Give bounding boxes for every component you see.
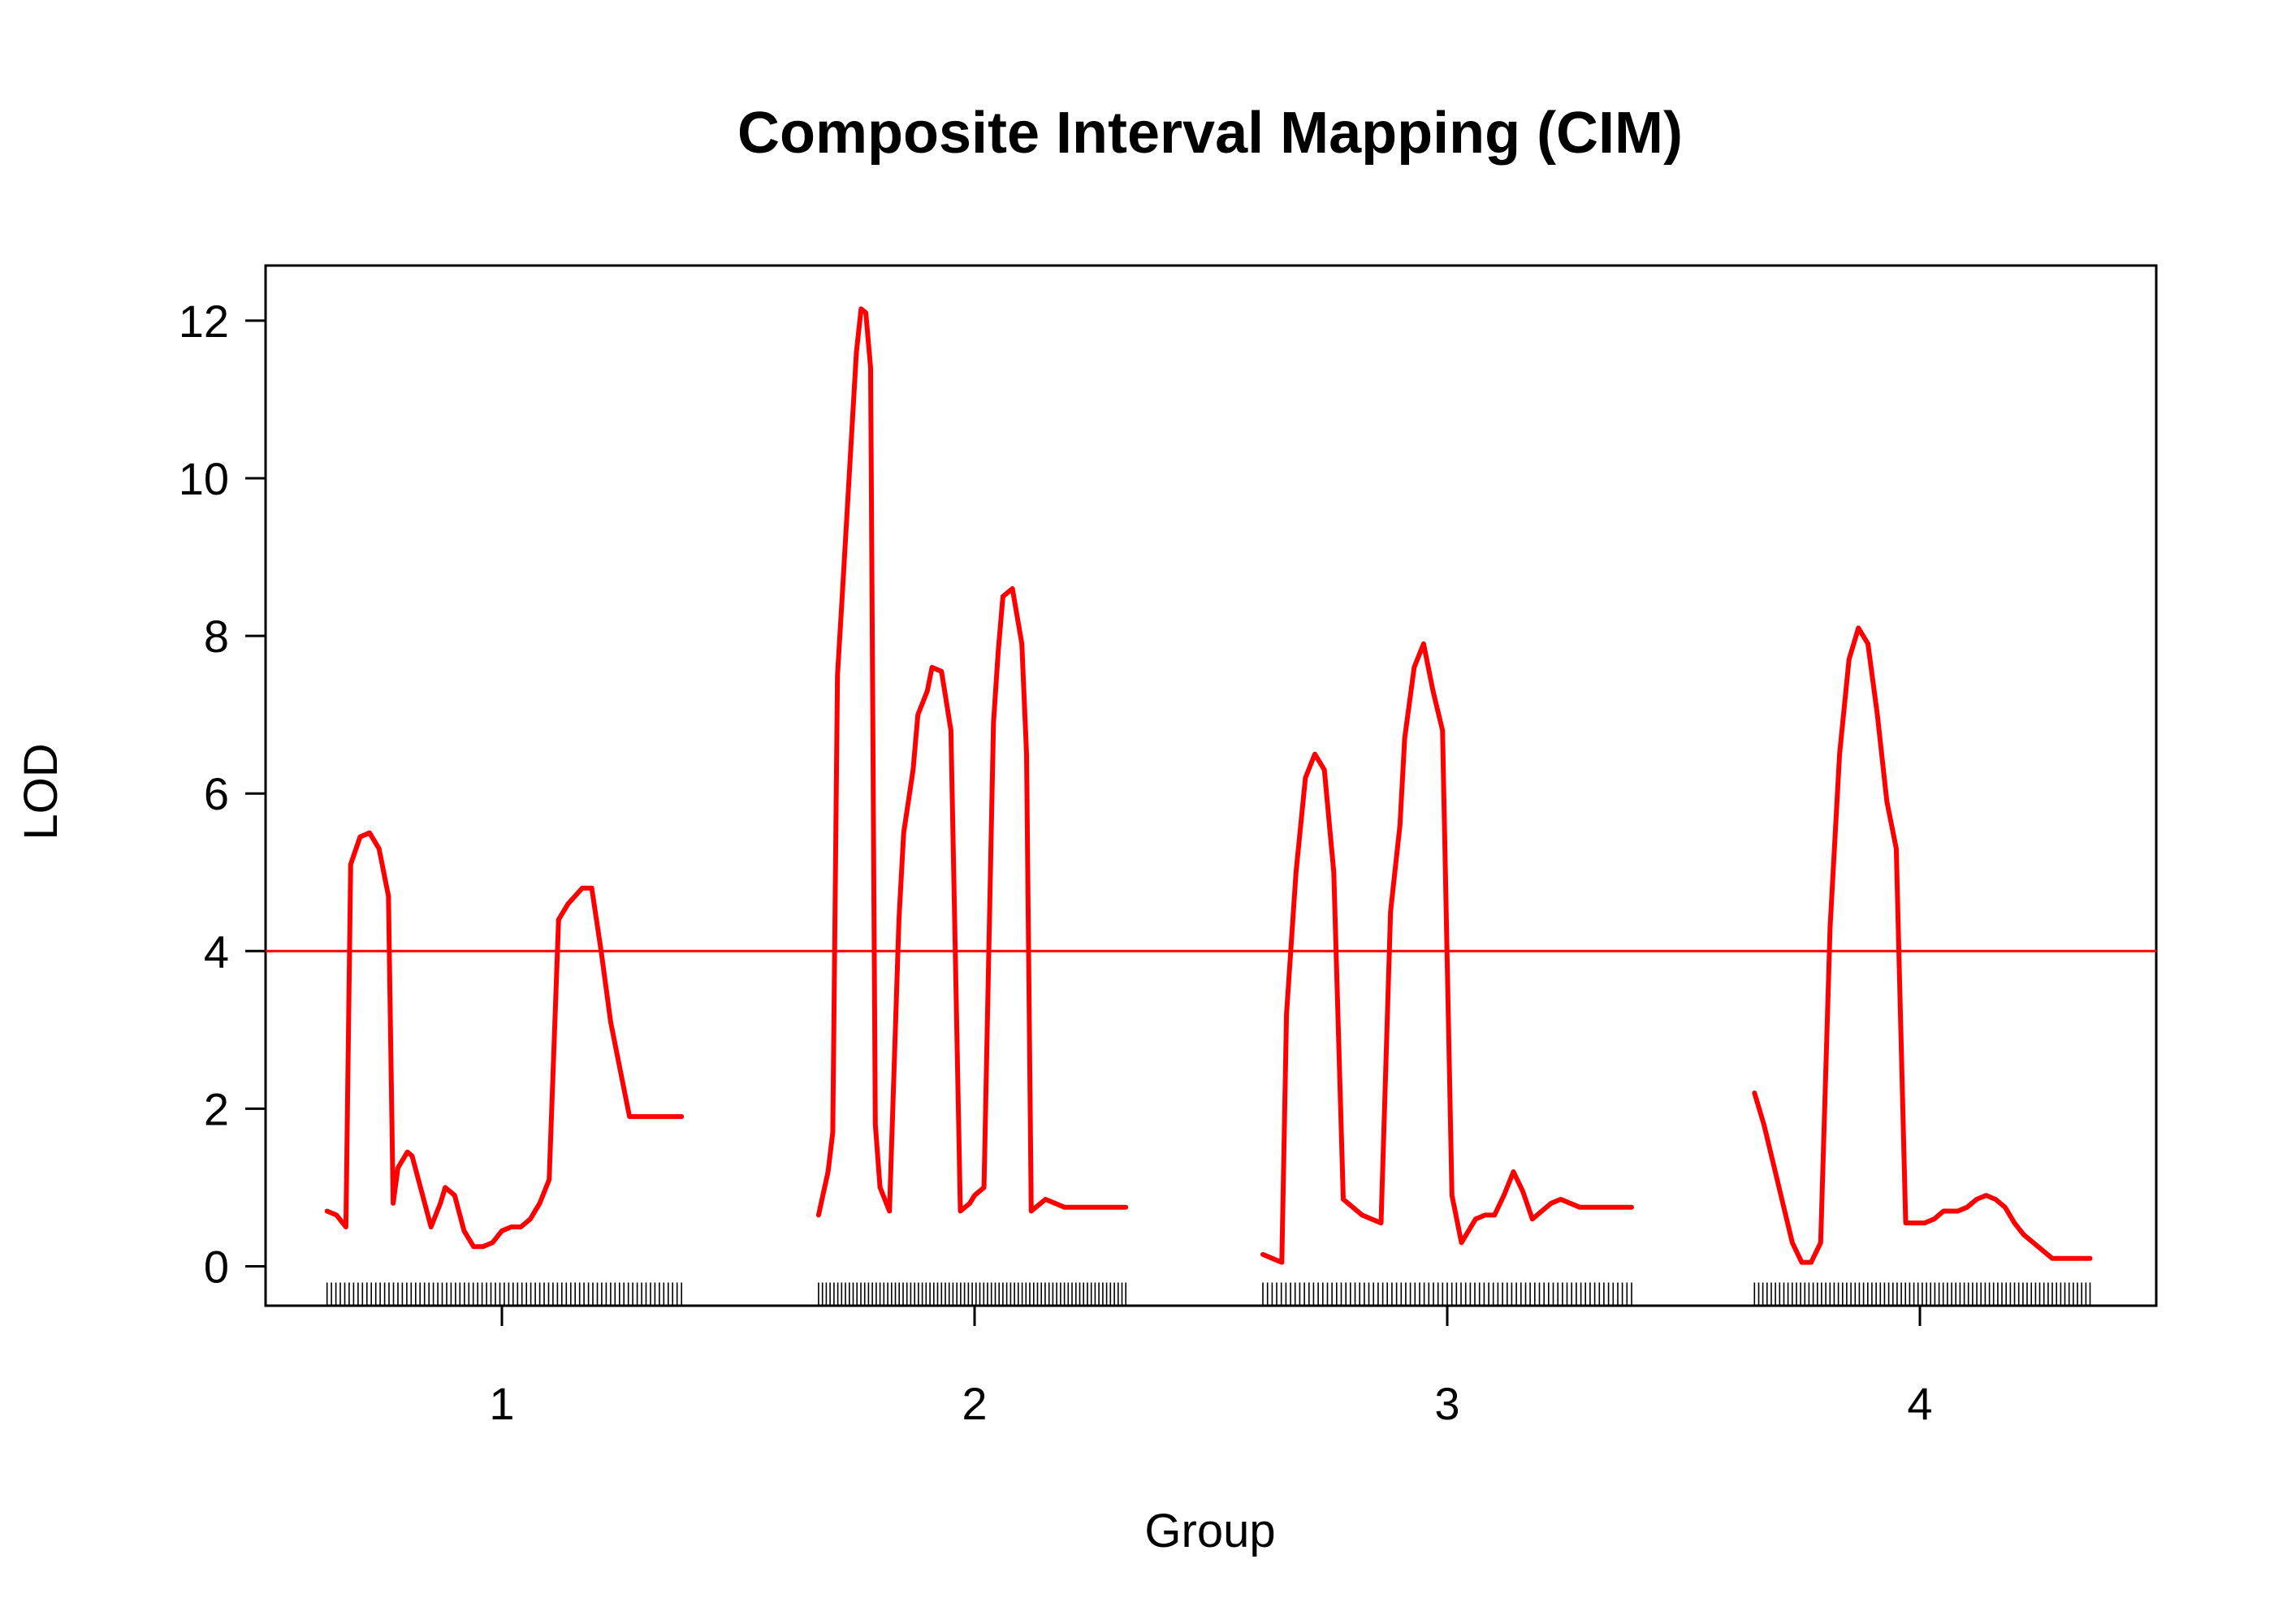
marker-rug-group-1 (326, 1282, 682, 1306)
y-tick-label: 12 (179, 296, 229, 347)
y-tick-label: 10 (179, 453, 229, 504)
plot-frame (264, 264, 2158, 1307)
x-tick-label: 2 (962, 1378, 987, 1429)
lod-line-group-3 (1260, 641, 1634, 1265)
y-tick-label: 0 (204, 1241, 229, 1292)
x-tick-label: 3 (1434, 1378, 1459, 1429)
lod-line-group-1 (324, 830, 685, 1250)
y-tick-label: 8 (204, 611, 229, 662)
y-axis-label: LOD (15, 743, 67, 840)
x-tick-label: 1 (489, 1378, 514, 1429)
x-axis-label: Group (1144, 1505, 1275, 1557)
chart-title: Composite Interval Mapping (CIM) (737, 101, 1683, 166)
y-tick-label: 6 (204, 768, 229, 819)
lod-line-group-4 (1752, 625, 2093, 1265)
marker-rug-group-4 (1753, 1282, 2091, 1306)
x-tick-label: 4 (1907, 1378, 1932, 1429)
marker-rug-group-2 (818, 1282, 1126, 1306)
marker-rug-group-3 (1262, 1282, 1632, 1306)
y-tick-label: 2 (204, 1083, 229, 1134)
y-tick-label: 4 (204, 926, 229, 977)
lod-line-group-2 (815, 306, 1129, 1218)
